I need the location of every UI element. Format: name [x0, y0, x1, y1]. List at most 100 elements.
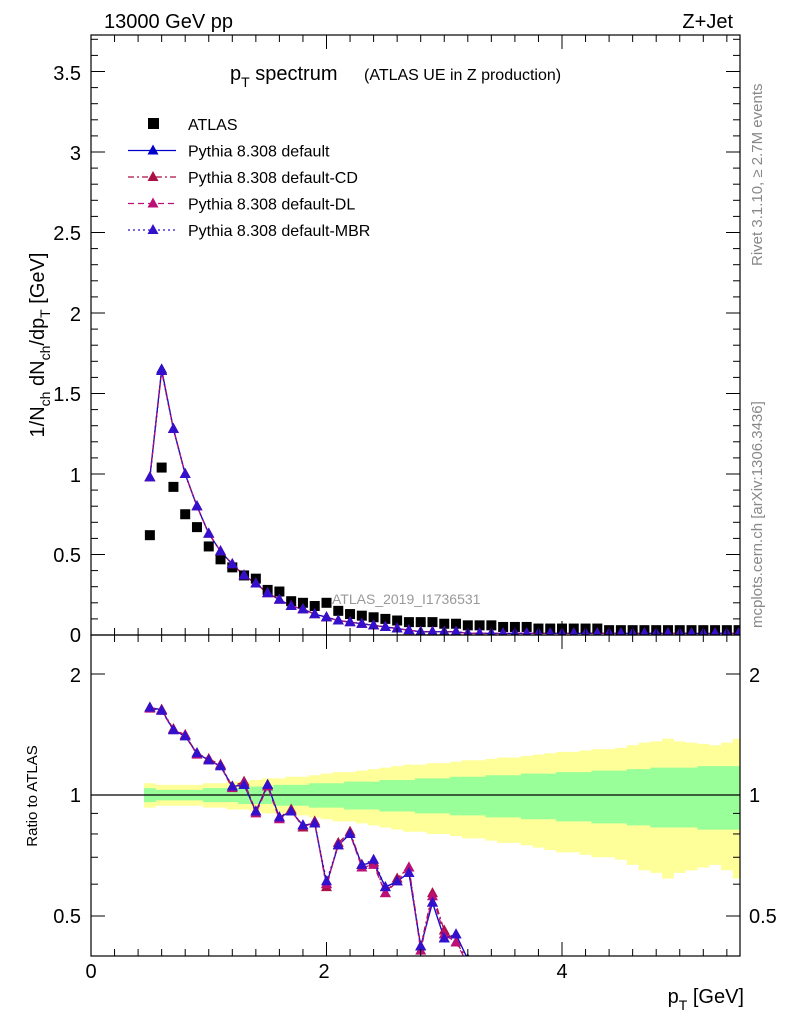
main-panel-data [144, 363, 740, 635]
legend-label: Pythia 8.308 default-MBR [188, 223, 370, 240]
x-tick-label: 4 [556, 961, 567, 983]
atlas-data-point [427, 617, 438, 628]
atlas-data-point [274, 586, 285, 597]
atlas-data-point [521, 621, 532, 632]
mc-main-point-4 [321, 611, 332, 622]
atlas-data-point [733, 625, 740, 635]
legend-marker-triangle [147, 171, 159, 181]
atlas-data-point [168, 481, 179, 492]
main-y-tick-label: 0.5 [53, 545, 81, 567]
mc-main-point-4 [522, 627, 531, 635]
x-tick-label: 0 [85, 961, 96, 983]
main-y-tick-label: 1 [70, 465, 81, 487]
atlas-data-point [368, 612, 379, 623]
mc-main-point-4 [403, 624, 415, 635]
atlas-data-point [191, 522, 202, 533]
mc-main-point-4 [250, 577, 262, 588]
atlas-data-point [309, 601, 320, 612]
ratio-point-2 [462, 958, 473, 968]
atlas-data-point [321, 597, 332, 608]
plot-title-note: (ATLAS UE in Z production) [364, 67, 561, 84]
mc-main-point-4 [179, 468, 191, 478]
legend-marker-triangle [147, 197, 159, 208]
ratio-point-2 [379, 887, 391, 898]
ratio-point-3 [179, 730, 191, 741]
ratio-series-line-3 [149, 706, 467, 956]
ratio-y-tick-labels-right: 0.5 1 2 [749, 665, 777, 928]
ratio-y-tick-label-right: 2 [749, 665, 760, 687]
legend-label: ATLAS [188, 117, 238, 134]
mc-main-point-4 [215, 545, 227, 556]
mc-main-point-4 [238, 569, 250, 580]
ratio-panel-data [144, 701, 473, 968]
ratio-point-3 [426, 896, 438, 907]
energy-label: 13000 GeV pp [104, 11, 233, 33]
mc-main-point-4 [285, 600, 297, 611]
mc-main-point-4 [640, 627, 649, 635]
legend-item: Pythia 8.308 default-DL [128, 197, 355, 214]
ratio-series-line-2 [149, 708, 465, 956]
ratio-point-3 [450, 928, 462, 939]
atlas-data-point [451, 618, 462, 629]
atlas-data-point [144, 530, 155, 541]
main-y-tick-label: 2.5 [53, 223, 81, 245]
atlas-data-point [498, 621, 509, 632]
mc-main-point-4 [498, 627, 508, 635]
mc-main-point-4 [593, 627, 602, 635]
main-y-tick-labels: 0 0.5 1 1.5 2 2.5 3 3.5 [53, 63, 81, 647]
mc-main-point-4 [710, 627, 720, 635]
mc-main-point-4 [156, 364, 168, 375]
main-y-tick-label: 3 [70, 143, 81, 165]
main-y-tick-label: 1.5 [53, 384, 81, 406]
ratio-point-2 [450, 936, 462, 947]
plot-title-sub: T [241, 74, 250, 90]
mc-main-point-4 [687, 627, 696, 635]
legend-marker-triangle [147, 224, 159, 234]
ratio-point-3 [403, 866, 415, 877]
legend-item: Pythia 8.308 default-CD [128, 170, 358, 187]
mc-main-point-4 [203, 527, 215, 538]
ratio-point-3 [321, 875, 332, 886]
legend-label: Pythia 8.308 default-DL [188, 197, 355, 214]
ratio-point-2 [426, 890, 438, 901]
ratio-point-3 [391, 875, 403, 886]
ratio-y-tick-label-right: 1 [749, 785, 760, 807]
ratio-point-3 [332, 839, 344, 850]
legend-label: Pythia 8.308 default [188, 144, 330, 161]
atlas-data-point [403, 617, 414, 628]
ratio-point-3 [415, 940, 427, 951]
legend-item: Pythia 8.308 default [128, 144, 330, 161]
mc-main-point-4 [546, 627, 555, 635]
legend-marker-square [148, 118, 159, 129]
mc-main-point-4 [450, 625, 462, 635]
ratio-series-line-0 [149, 706, 467, 956]
ratio-point-3 [203, 754, 215, 765]
main-y-tick-label: 3.5 [53, 63, 81, 85]
mc-main-point-4 [356, 617, 368, 628]
axis-ticks [90, 35, 740, 956]
ratio-point-3 [368, 853, 380, 864]
side-label-rivet: Rivet 3.1.10, ≥ 2.7M events [749, 84, 766, 267]
atlas-data-point [474, 620, 485, 631]
ratio-point-3 [344, 827, 356, 838]
mc-main-point-4 [332, 614, 344, 625]
atlas-data-point [156, 462, 167, 473]
mc-main-point-4 [344, 616, 356, 627]
process-label: Z+Jet [682, 11, 733, 33]
legend-item: Pythia 8.308 default-MBR [128, 223, 370, 240]
legend-label: Pythia 8.308 default-CD [188, 170, 358, 187]
ratio-y-tick-labels: 0.5 1 2 [53, 665, 81, 928]
mc-main-point-4 [144, 471, 156, 482]
mc-main-point-4 [475, 627, 484, 635]
atlas-data-point [180, 509, 191, 520]
atlas-data-point [215, 554, 226, 565]
mc-main-point-4 [297, 603, 309, 614]
ratio-point-3 [356, 858, 368, 869]
mc-main-point-4 [734, 627, 740, 635]
atlas-data-point [203, 541, 214, 552]
ratio-point-3 [226, 780, 238, 791]
mc-main-point-4 [391, 622, 403, 633]
atlas-data-point [380, 613, 391, 624]
ratio-y-tick-label: 2 [70, 665, 81, 687]
